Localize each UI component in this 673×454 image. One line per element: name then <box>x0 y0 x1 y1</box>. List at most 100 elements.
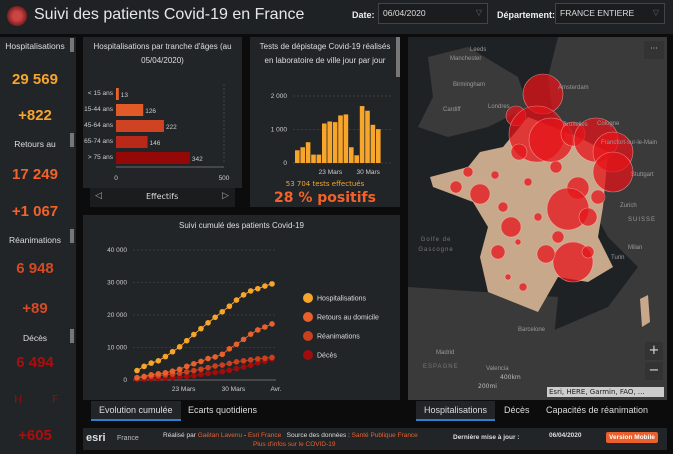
data-point <box>254 359 261 366</box>
y-tick-label: 65-74 ans <box>84 138 114 145</box>
scrollbar[interactable] <box>70 133 74 147</box>
legend-label: Hospitalisations <box>317 296 367 303</box>
data-point <box>219 362 226 368</box>
kpi-deces-men: H <box>14 393 23 406</box>
data-point <box>254 285 261 292</box>
data-point <box>183 373 190 380</box>
data-point <box>269 281 275 287</box>
data-point <box>219 368 226 375</box>
cumulative-chart-title: Suivi cumulé des patients Covid-19 <box>179 221 304 230</box>
scrollbar[interactable] <box>396 37 400 77</box>
map-case-circle <box>462 166 474 178</box>
y-tick-label: 15-44 ans <box>84 106 114 113</box>
legend-marker <box>303 312 313 322</box>
x-tick-label: Avr. <box>270 386 281 393</box>
y-tick-label: 1 000 <box>271 127 288 134</box>
corsica-shape <box>640 295 650 327</box>
data-point <box>233 359 240 365</box>
data-point <box>191 372 197 379</box>
chevron-down-icon: ▽ <box>475 8 482 17</box>
map-label: Madrid <box>436 350 455 356</box>
map-label: Cologne <box>597 121 620 127</box>
map-attribution[interactable]: Esri, HERE, Garmin, FAO, ... <box>547 387 664 397</box>
map-case-circle <box>523 177 533 187</box>
legend-marker <box>303 350 313 360</box>
department-select[interactable]: FRANCE ENTIERE ▽ <box>555 3 665 24</box>
data-point <box>191 367 197 374</box>
prev-arrow-icon[interactable]: ◁ <box>95 191 102 201</box>
cumulative-chart-panel: Suivi cumulé des patients Covid-19 0 10 0… <box>83 215 400 400</box>
more-options-button[interactable]: ··· <box>644 41 664 59</box>
map-case-circle <box>490 170 500 180</box>
header: Suivi des patients Covid-19 en France Da… <box>0 0 673 34</box>
kpi-deces-delta: +605 <box>18 427 52 444</box>
map-label: Cardiff <box>443 107 461 113</box>
zoom-in-button[interactable]: + <box>645 342 663 360</box>
map-label: Milan <box>628 245 643 251</box>
map-case-circle <box>518 282 528 292</box>
map[interactable]: Leeds Manchester Birmingham Cardiff Lond… <box>408 37 667 400</box>
tab-map-capacites[interactable]: Capacités de réanimation <box>546 405 649 415</box>
department-label: Département: <box>497 10 556 20</box>
tests-total: 53 704 tests effectués <box>285 180 365 188</box>
x-tick-label: 30 Mars <box>222 386 246 393</box>
data-point <box>262 283 268 289</box>
map-label: Birmingham <box>453 82 486 88</box>
data-point <box>233 365 240 372</box>
kpi-retours-delta: +1 067 <box>11 203 59 220</box>
data-point <box>269 321 275 327</box>
source-label: Source des données : <box>286 432 350 439</box>
map-case-circle <box>500 216 522 238</box>
age-chart: < 15 ans 13 15-44 ans 126 45-64 ans 222 65-74 … <box>84 84 230 182</box>
scrollbar[interactable] <box>70 229 74 243</box>
data-point <box>247 362 254 369</box>
map-label: Golfe de Gascogne <box>418 237 454 253</box>
esri-france-link[interactable]: Esri France <box>247 432 282 439</box>
bar <box>311 154 316 163</box>
date-value: 06/04/2020 <box>383 8 426 18</box>
x-tick-label: 500 <box>219 175 230 182</box>
covid-logo-icon <box>7 6 27 26</box>
bar-value-label: 222 <box>166 124 177 131</box>
scrollbar[interactable] <box>70 38 74 52</box>
bar <box>116 104 144 116</box>
data-point <box>212 369 218 376</box>
map-case-circle <box>578 207 598 227</box>
legend-marker <box>303 331 313 341</box>
bar <box>343 114 349 163</box>
bar <box>349 147 354 163</box>
tab-ecarts-quotidiens[interactable]: Ecarts quotidiens <box>188 405 258 415</box>
data-point <box>269 354 275 361</box>
map-label: Turin <box>611 255 625 261</box>
mobile-version-button[interactable]: Version Mobile <box>606 432 658 443</box>
data-point <box>162 353 169 360</box>
kpi-deces-label: Décès <box>22 333 48 343</box>
zoom-out-button[interactable]: − <box>645 362 663 380</box>
author-link[interactable]: Gaëtan Lavenu <box>197 432 243 439</box>
data-point <box>247 288 254 294</box>
next-arrow-icon[interactable]: ▷ <box>222 191 229 201</box>
bar <box>316 154 322 163</box>
source-link[interactable]: Santé Publique France <box>351 432 418 439</box>
data-point <box>169 368 176 375</box>
tab-evolution-cumulee[interactable]: Evolution cumulée <box>91 401 181 421</box>
data-point <box>247 357 254 363</box>
date-select[interactable]: 06/04/2020 ▽ <box>378 3 488 24</box>
map-label: Londres <box>488 104 510 110</box>
kpi-rea-value: 6 948 <box>16 260 54 277</box>
map-canvas[interactable] <box>408 37 667 400</box>
tests-chart: 0 1 000 2 000 23 Mars 30 Mars <box>271 93 393 176</box>
y-tick-label: 40 000 <box>107 247 127 254</box>
data-point <box>262 324 268 330</box>
data-point <box>226 303 233 310</box>
bar <box>354 155 359 163</box>
map-label: Barcelone <box>518 327 546 333</box>
scrollbar[interactable] <box>70 329 74 343</box>
data-point <box>148 372 155 378</box>
data-point <box>240 292 247 298</box>
tab-map-deces[interactable]: Décès <box>504 405 530 415</box>
covid-info-link[interactable]: Plus d'infos sur le COVID-19 <box>253 441 336 448</box>
map-label: SUISSE <box>628 217 657 223</box>
bar <box>116 152 190 164</box>
tab-map-hospitalisations[interactable]: Hospitalisations <box>416 401 496 421</box>
